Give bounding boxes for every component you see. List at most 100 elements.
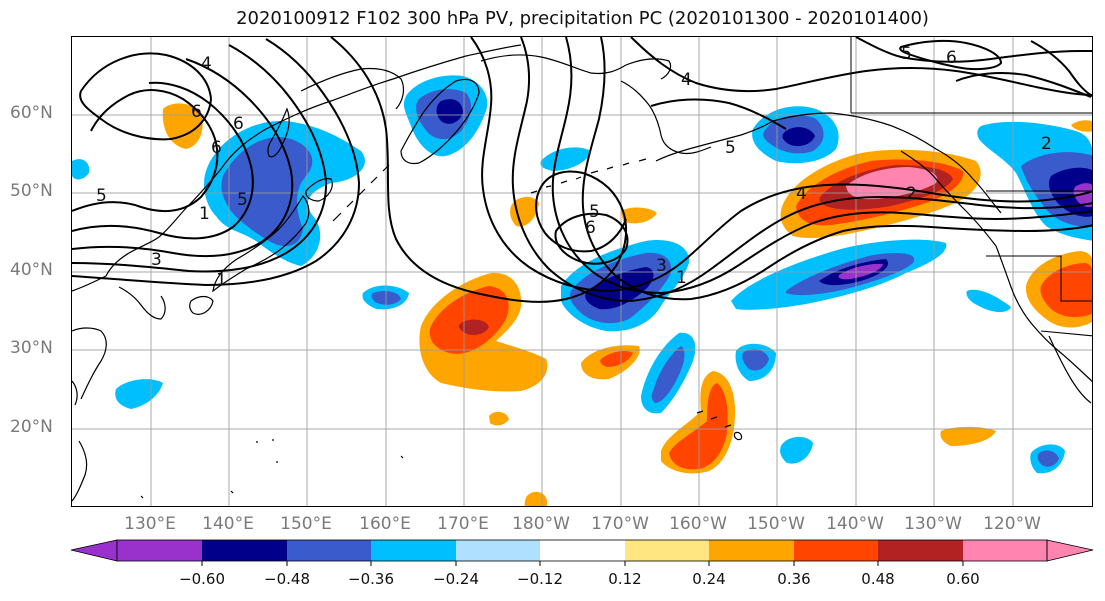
coast-kamchatka xyxy=(400,78,480,165)
precip-blob-ne-corner xyxy=(1071,120,1092,132)
precip-blob-bottom-small xyxy=(524,491,547,506)
colorbar-bin xyxy=(456,540,540,561)
coast-alaska-west xyxy=(620,80,712,155)
colorbar-bin xyxy=(540,540,625,561)
contour-label: 3 xyxy=(151,250,162,270)
colorbar-bin xyxy=(878,540,963,561)
lon-label-180w: 180°W xyxy=(512,514,570,534)
precip-blob-165w-small xyxy=(489,411,509,426)
contour-label: 4 xyxy=(796,184,807,204)
colorbar-bin xyxy=(202,540,287,561)
precip-blob-cal-red xyxy=(1040,263,1092,318)
contour-label: 6 xyxy=(233,114,244,134)
contour-label: 3 xyxy=(656,256,667,276)
contour-label: 5 xyxy=(589,202,600,222)
map-panel: 4 6 5 6 6 5 1 4 5 5 6 2 3 1 5 6 3 1 4 2 xyxy=(71,36,1093,507)
coast-asia-mainland xyxy=(72,44,522,292)
colorbar-outline xyxy=(116,539,1048,562)
precip-blob-160w-red xyxy=(669,383,728,470)
pv-contour-alaska-1 xyxy=(630,37,1092,96)
pv-contour-alaska-inner xyxy=(899,39,1003,71)
precip-blob-170w-small-red xyxy=(600,351,633,367)
border-us-states xyxy=(986,255,1092,302)
precip-blob-mainland-purple xyxy=(1073,183,1092,207)
coast-hawaii xyxy=(696,410,743,441)
pv-contour-west-trough-3 xyxy=(72,58,294,258)
lon-label-170e: 170°E xyxy=(437,514,489,534)
pv-contour-center-trough-1 xyxy=(330,37,628,303)
pv-contour-center-trough-3 xyxy=(511,37,1092,303)
precip-blob-gulf-north-core xyxy=(782,127,815,147)
pv-contour-center-trough-2 xyxy=(470,37,1092,293)
pv-contour-alaska-3 xyxy=(855,37,1092,63)
colorbar-tick-label: 0.12 xyxy=(608,570,642,588)
precip-blob-150w-small-core xyxy=(742,349,769,371)
colorbar-tick-label: −0.24 xyxy=(433,570,479,588)
contour-label: 5 xyxy=(901,44,912,64)
lon-label-120w: 120°W xyxy=(983,514,1041,534)
coast-korea xyxy=(118,286,166,320)
precip-blob-160w-band-core xyxy=(651,346,685,403)
precip-blob-dateline-core xyxy=(458,319,489,335)
coast-baja xyxy=(1048,335,1092,404)
colorbar-tick-label: −0.60 xyxy=(179,570,225,588)
coast-japan-hokkaido xyxy=(305,178,333,202)
pv-contour-north-2 xyxy=(1030,40,1092,97)
lat-label-40n: 40°N xyxy=(10,260,53,280)
lat-label-50n: 50°N xyxy=(10,181,53,201)
coast-chukotka xyxy=(480,54,672,80)
pv-contour-west-trough-1 xyxy=(72,89,219,213)
coast-us-west xyxy=(995,245,1092,382)
lon-label-170w: 170°W xyxy=(591,514,649,534)
lon-label-130w: 130°W xyxy=(904,514,962,534)
colorbar-tick-label: −0.36 xyxy=(348,570,394,588)
pv-contour-west-inner-loop xyxy=(79,52,213,141)
colorbar-tick-label: −0.48 xyxy=(264,570,310,588)
coast-china-south xyxy=(72,327,107,400)
contour-label: 6 xyxy=(585,218,596,238)
precip-negative-shading xyxy=(72,75,1092,474)
pv-contour-west-trough-5 xyxy=(72,38,361,287)
lon-label-160w: 160°W xyxy=(669,514,727,534)
lat-label-30n: 30°N xyxy=(10,338,53,358)
colorbar-tick-label: −0.12 xyxy=(517,570,563,588)
coast-sakhalin xyxy=(267,107,290,158)
colorbar-tick-label: 0.36 xyxy=(777,570,811,588)
precip-blob-south-orange xyxy=(940,426,996,446)
coast-aleutians xyxy=(530,158,647,194)
contour-label: 4 xyxy=(681,70,692,90)
precip-blob-small-bering xyxy=(540,147,591,171)
colorbar-tick-label: 0.60 xyxy=(946,570,980,588)
colorbar-tick-label: 0.24 xyxy=(692,570,726,588)
coast-islands xyxy=(140,439,404,499)
contour-label: 2 xyxy=(1041,134,1052,154)
lon-label-150e: 150°E xyxy=(280,514,332,534)
pv-contour-center-trough-4 xyxy=(551,37,1092,295)
pv-contours xyxy=(72,37,1092,303)
colorbar-bin xyxy=(794,540,878,561)
coast-taiwan xyxy=(72,380,78,406)
pv-contour-alaska-2 xyxy=(650,98,787,130)
pv-contour-inner-loop-6 xyxy=(554,212,629,265)
pv-contour-west-trough-4 xyxy=(72,44,328,273)
coast-philippines xyxy=(72,440,88,502)
precip-blob-200-small xyxy=(621,207,657,224)
contour-labels: 4 6 5 6 6 5 1 4 5 5 6 2 3 1 5 6 3 1 4 2 xyxy=(96,44,1052,290)
contour-label: 5 xyxy=(725,138,736,158)
coast-alaska-south xyxy=(772,112,1002,214)
lon-label-140e: 140°E xyxy=(202,514,254,534)
contour-label: 1 xyxy=(216,270,227,290)
precip-blob-180-small xyxy=(510,196,539,227)
contour-label: 5 xyxy=(237,190,248,210)
coast-alaska-peninsula xyxy=(655,120,774,162)
lon-label-140w: 140°W xyxy=(826,514,884,534)
colorbar-bin xyxy=(287,540,371,561)
colorbar-bin xyxy=(625,540,709,561)
contour-label: 6 xyxy=(211,138,222,158)
map-title: 2020100912 F102 300 hPa PV, precipitatio… xyxy=(236,8,929,29)
colorbar-extend-high xyxy=(1046,539,1094,562)
precip-blob-california-small xyxy=(966,289,1011,313)
colorbar-bin xyxy=(963,540,1047,561)
contour-label: 1 xyxy=(676,268,687,288)
colorbar-bin xyxy=(371,540,456,561)
